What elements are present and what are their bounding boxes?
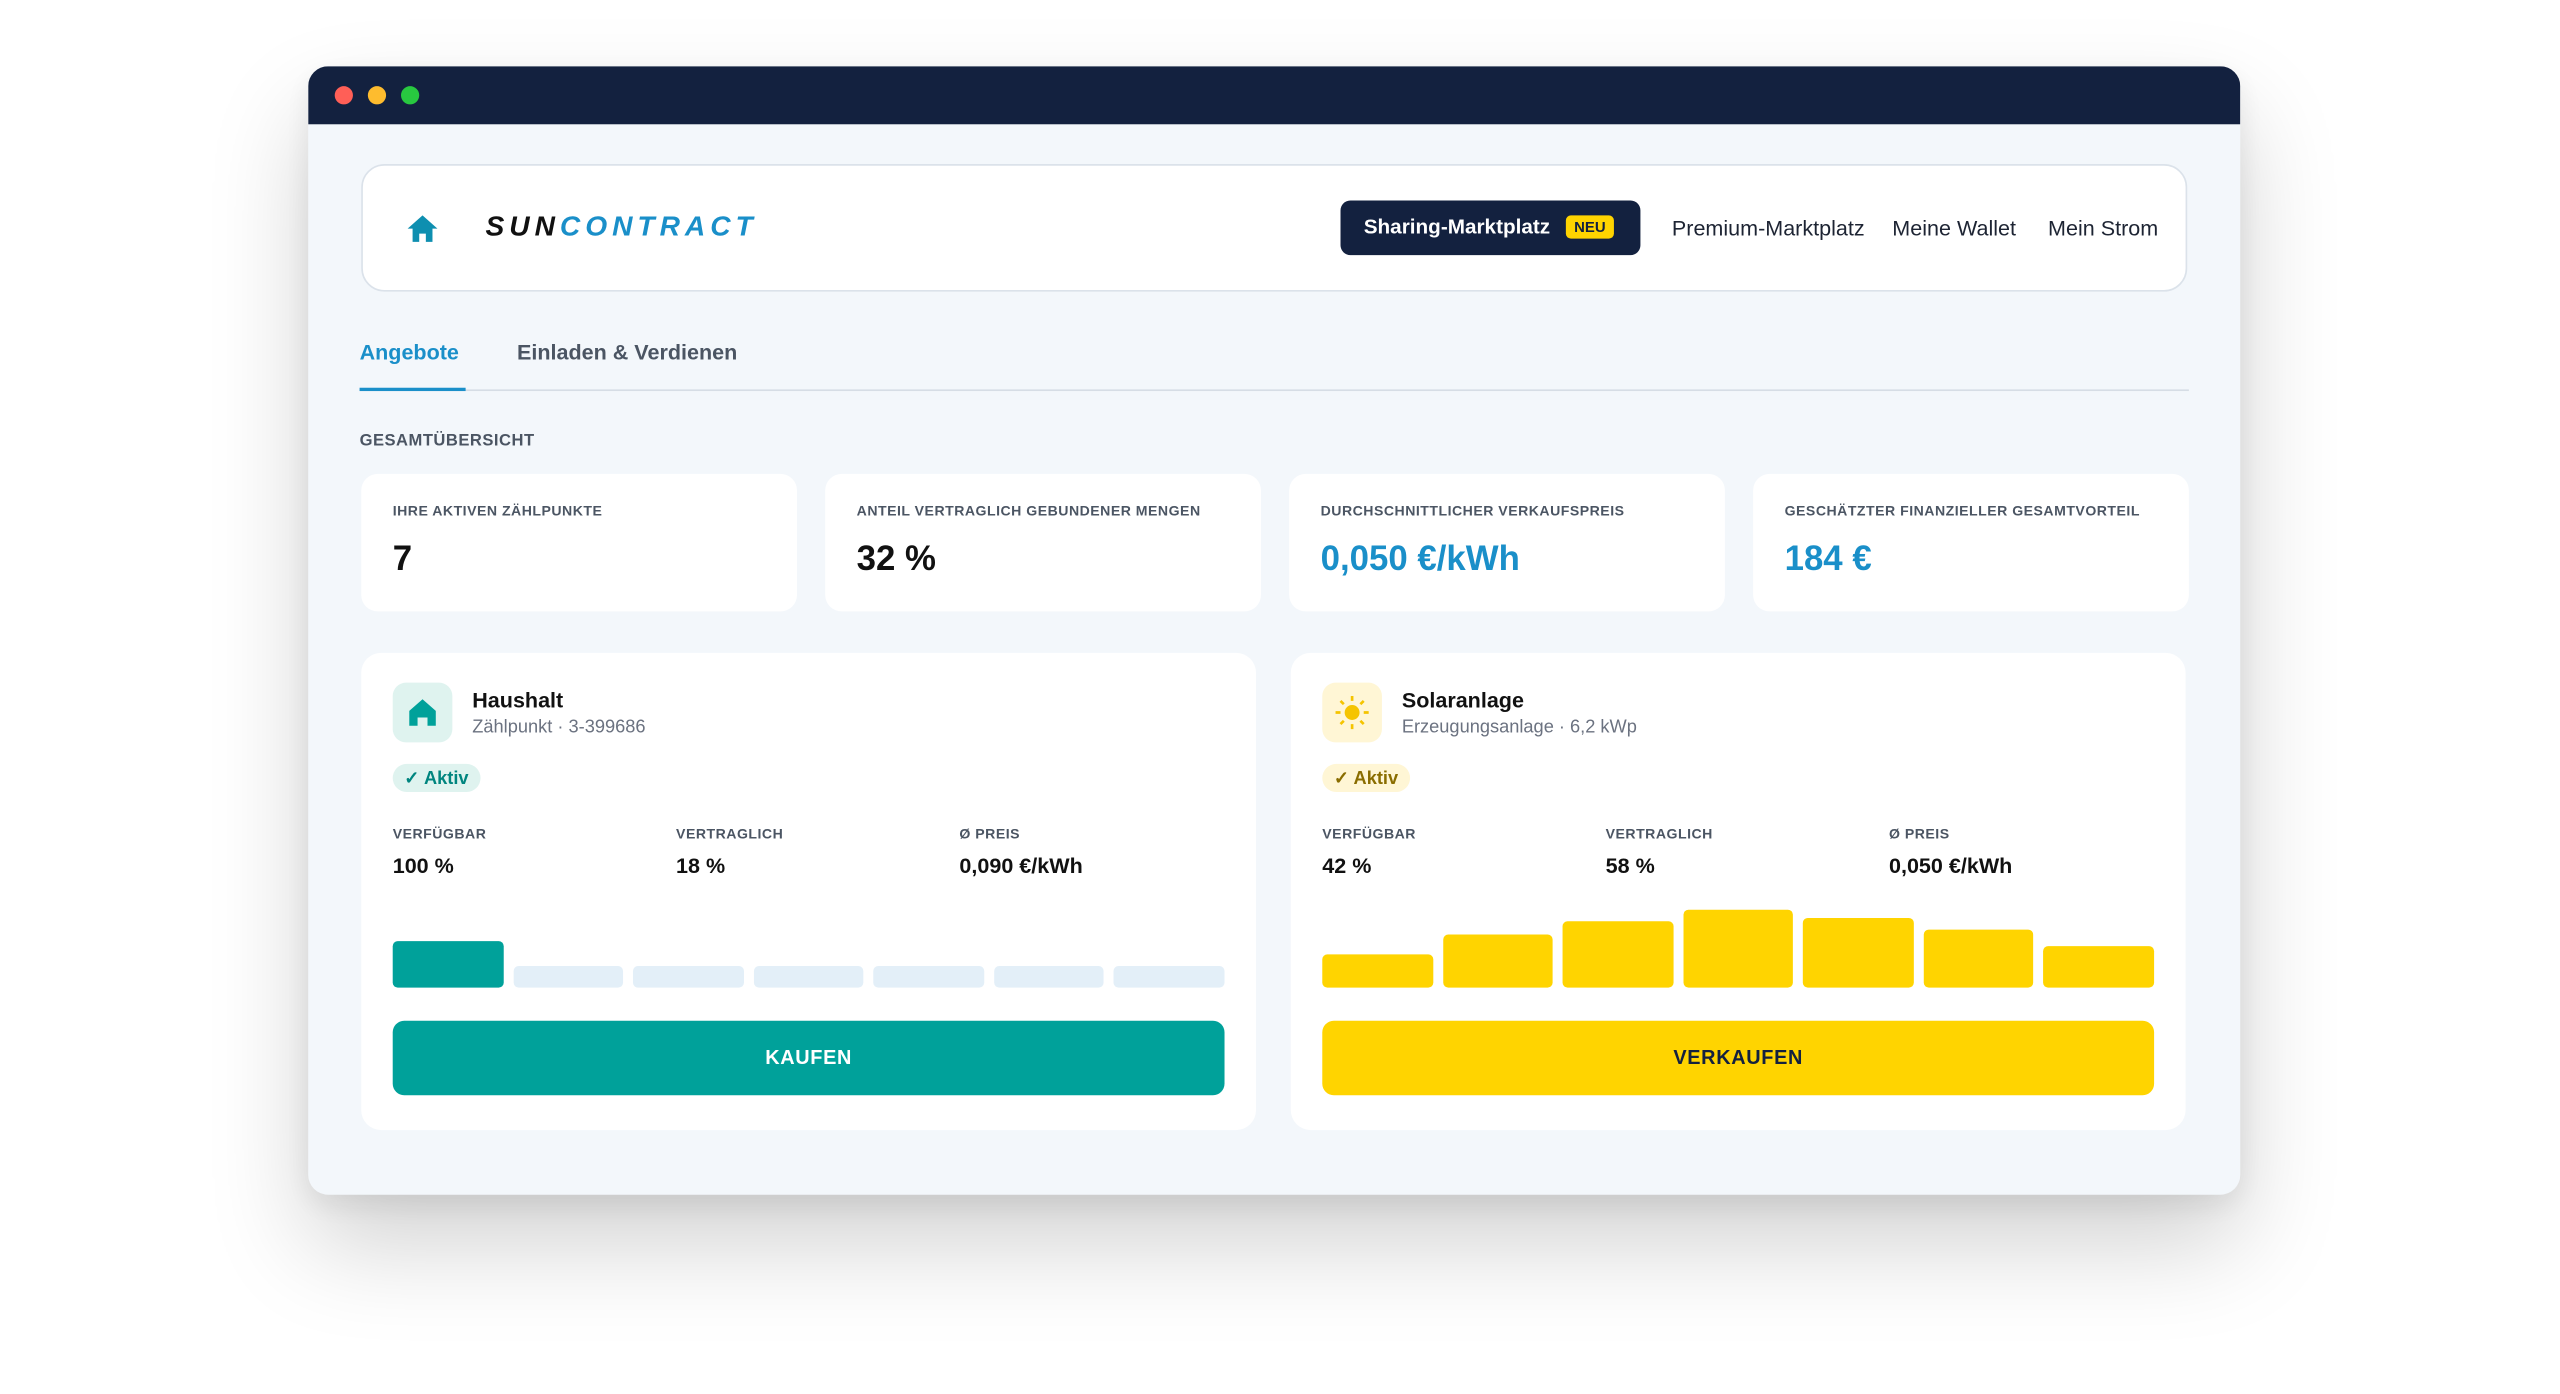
logo[interactable]: SUNCONTRACT xyxy=(486,210,758,243)
tab-underline xyxy=(359,387,466,392)
bar xyxy=(392,941,504,988)
metric-label: VERTRAGLICH xyxy=(1605,825,1713,842)
stat-card: ANTEIL VERTRAGLICH GEBUNDENER MENGEN 32 % xyxy=(825,473,1261,612)
bar xyxy=(1442,934,1553,988)
buy-button[interactable]: KAUFEN xyxy=(392,1020,1225,1096)
card-subtitle: Erzeugungsanlage · 6,2 kWp xyxy=(1401,717,1637,738)
logo-contract: CONTRACT xyxy=(559,210,758,242)
logo-sun: SUN xyxy=(485,210,560,242)
bar xyxy=(633,966,744,988)
bar xyxy=(1803,917,1914,988)
new-badge: NEU xyxy=(1565,215,1614,239)
meter-card: ✓ Aktiv KAUFEN Haushalt Zählpunkt · 3-399… xyxy=(361,652,1257,1131)
stat-label: IHRE AKTIVEN ZÄHLPUNKTE xyxy=(392,502,603,519)
close-dot[interactable] xyxy=(334,86,353,105)
card-name: Haushalt xyxy=(472,687,564,713)
sell-button[interactable]: VERKAUFEN xyxy=(1322,1020,2155,1096)
browser-window: SUNCONTRACT Sharing-Marktplatz NEU Premiu… xyxy=(308,66,2241,1195)
stat-value: 32 % xyxy=(856,540,936,579)
nav-active[interactable]: Sharing-Marktplatz NEU xyxy=(1340,200,1641,256)
bar xyxy=(753,966,864,988)
bar xyxy=(1562,921,1674,988)
status-badge: ✓ Aktiv xyxy=(392,763,481,793)
bar xyxy=(873,966,984,988)
title-bar xyxy=(308,66,2241,125)
metric-label: VERFÜGBAR xyxy=(1322,825,1416,842)
bar xyxy=(1923,929,2034,988)
metric-value: 18 % xyxy=(676,853,726,879)
stat-card: GESCHÄTZTER FINANZIELLER GESAMTVORTEIL 18… xyxy=(1753,473,2189,612)
stat-label: ANTEIL VERTRAGLICH GEBUNDENER MENGEN xyxy=(856,502,1201,519)
meter-card: ✓ Aktiv VERKAUFEN Solaranlage Erzeugungsa… xyxy=(1290,652,2186,1131)
bar xyxy=(512,966,624,988)
stat-value: 0,050 €/kWh xyxy=(1320,540,1520,579)
minimize-dot[interactable] xyxy=(367,86,387,105)
bar xyxy=(1683,909,1794,988)
zoom-dot[interactable] xyxy=(400,86,420,105)
house-icon xyxy=(392,682,453,743)
tab[interactable]: Einladen & Verdienen xyxy=(516,339,738,365)
home-icon[interactable] xyxy=(406,212,439,245)
nav-link[interactable]: Meine Wallet xyxy=(1892,215,2016,241)
nav-link[interactable]: Premium-Marktplatz xyxy=(1671,215,1865,241)
stat-value: 7 xyxy=(392,540,413,579)
stat-label: DURCHSCHNITTLICHER VERKAUFSPREIS xyxy=(1320,502,1625,519)
metric-label: VERFÜGBAR xyxy=(392,825,487,842)
stat-label: GESCHÄTZTER FINANZIELLER GESAMTVORTEIL xyxy=(1784,502,2140,519)
metric-value: 0,090 €/kWh xyxy=(959,853,1083,879)
bar xyxy=(993,966,1105,988)
bar xyxy=(2043,946,2155,988)
stat-card: DURCHSCHNITTLICHER VERKAUFSPREIS 0,050 €/… xyxy=(1289,473,1725,612)
bar xyxy=(1322,954,1433,988)
stat-card: IHRE AKTIVEN ZÄHLPUNKTE 7 xyxy=(361,473,798,612)
metric-value: 58 % xyxy=(1605,853,1655,879)
nav-link[interactable]: Mein Strom xyxy=(2048,215,2159,241)
tab-active[interactable]: Angebote xyxy=(359,339,459,365)
metric-value: 100 % xyxy=(392,853,454,879)
stat-value: 184 € xyxy=(1784,540,1872,579)
metric-label: Ø PREIS xyxy=(959,825,1021,842)
metric-value: 0,050 €/kWh xyxy=(1888,853,2013,879)
bar-chart xyxy=(392,898,1225,988)
card-subtitle: Zählpunkt · 3-399686 xyxy=(472,717,646,738)
metric-label: Ø PREIS xyxy=(1888,825,1950,842)
metric-label: VERTRAGLICH xyxy=(676,825,784,842)
card-name: Solaranlage xyxy=(1401,687,1524,713)
section-title: GESAMTÜBERSICHT xyxy=(359,432,535,451)
status-badge: ✓ Aktiv xyxy=(1322,763,1410,793)
sun-icon xyxy=(1322,682,1382,743)
bar xyxy=(1114,966,1225,988)
bar-chart xyxy=(1322,898,2155,988)
tab-divider xyxy=(359,389,2189,392)
nav-label: Sharing-Marktplatz xyxy=(1363,215,1551,239)
metric-value: 42 % xyxy=(1322,853,1372,879)
header: SUNCONTRACT Sharing-Marktplatz NEU Premiu… xyxy=(361,164,2188,292)
